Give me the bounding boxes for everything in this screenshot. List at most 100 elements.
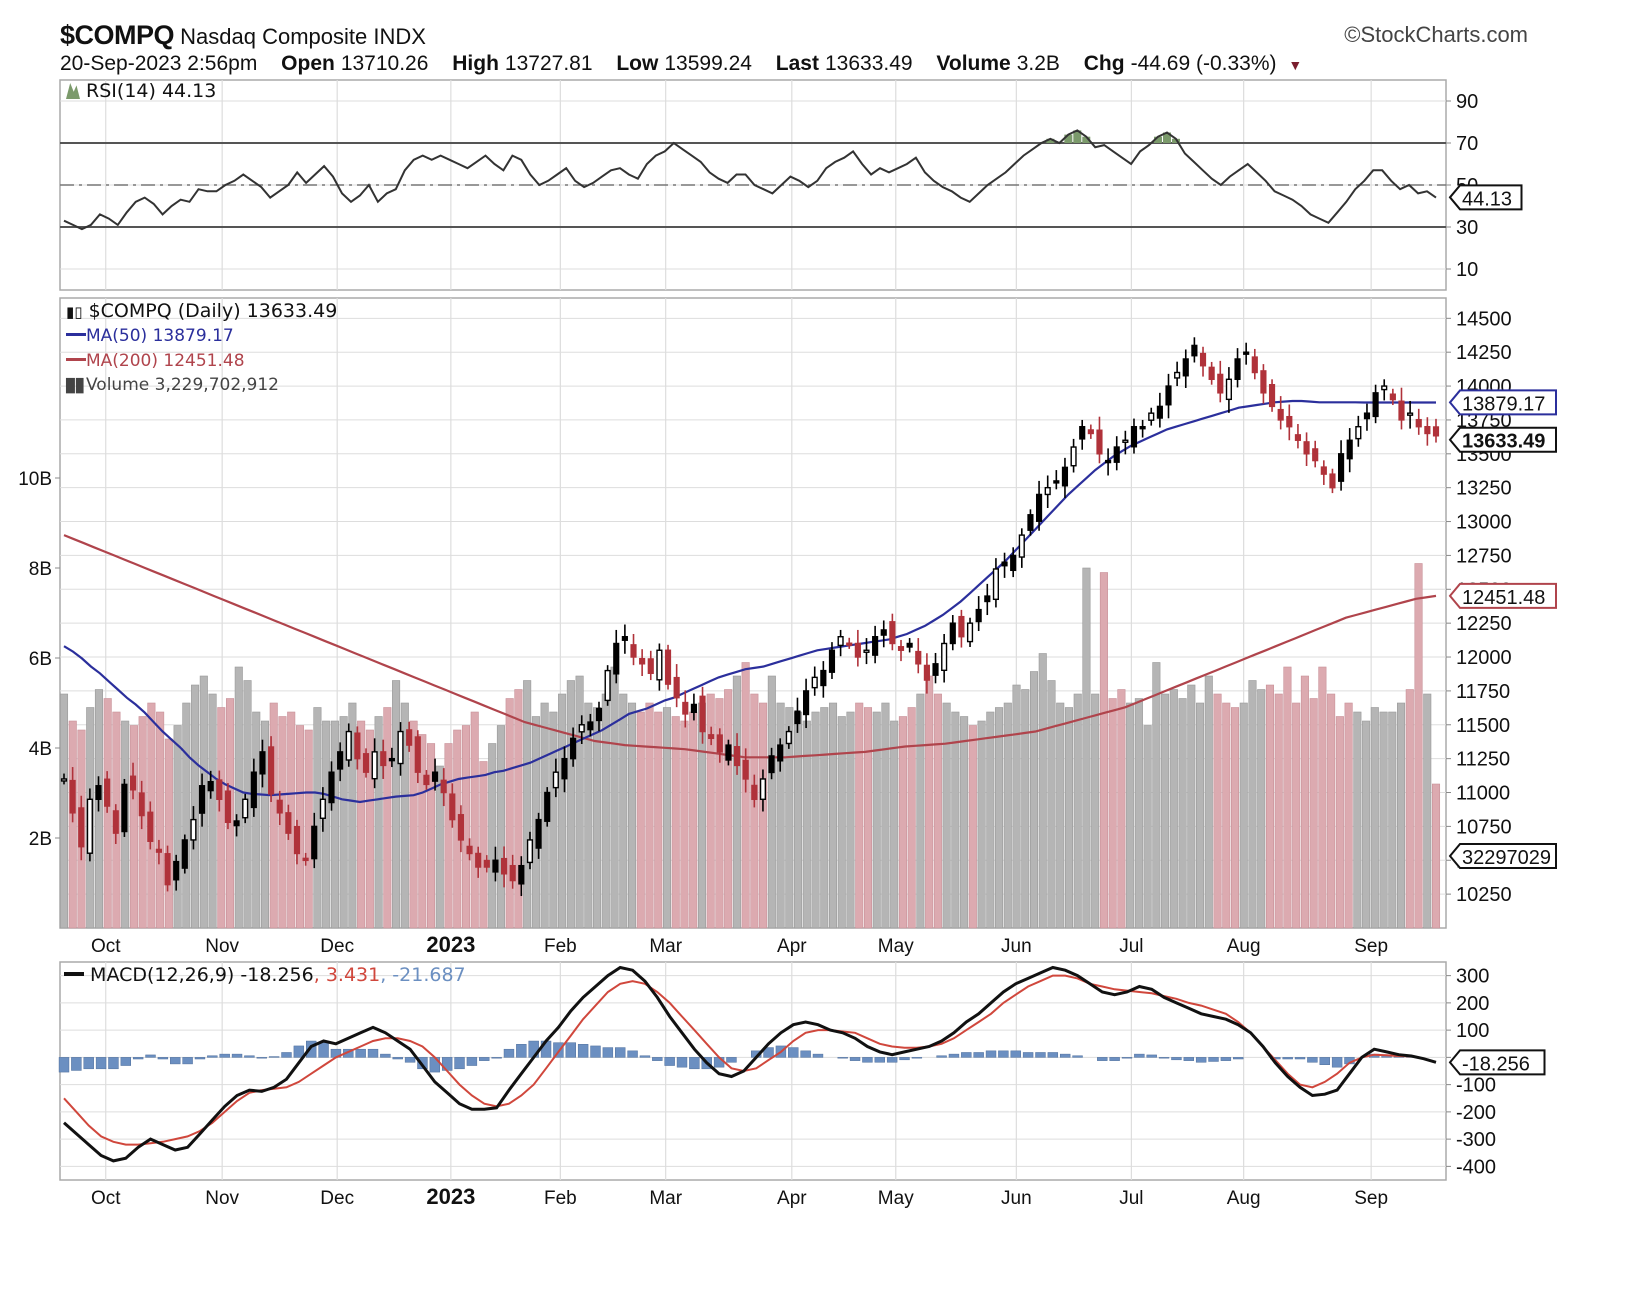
candle-body [1243,351,1250,355]
volume-bar [1431,783,1441,929]
candle-body [1199,352,1207,367]
volume-bar [1283,666,1292,929]
stockcharts-brand[interactable]: ©StockCharts.com [1344,22,1528,47]
candle-body [561,757,568,780]
candle-body [1389,393,1396,401]
volume-bar [1169,689,1178,929]
macd-histogram-bar [763,1047,774,1058]
macd-month-label: Apr [777,1188,807,1209]
volume-bar [1397,702,1406,929]
rsi-legend: RSI(14) 44.13 [66,80,216,102]
macd-histogram-bar [1158,1057,1170,1059]
macd-histogram-bar [886,1057,898,1063]
candle-body [863,649,870,653]
volume-bar [129,725,138,929]
rsi-tick-label: 70 [1456,133,1478,155]
volume-bar [182,702,191,929]
volume-bar [1152,662,1161,929]
macd-histogram-bar [1035,1052,1046,1058]
volume-bar [1423,693,1432,929]
candle-body [1070,446,1077,467]
ma200-line-icon [66,358,86,361]
macd-histogram-bar [170,1057,181,1065]
volume-bar [671,716,680,929]
macd-histogram-bar [627,1050,638,1058]
macd-value-label: -18.256 [1462,1053,1530,1075]
volume-axis-label: 10B [18,469,52,490]
ma50-line-icon [66,333,86,336]
volume-bar [496,725,505,929]
price-month-label: Feb [544,936,577,957]
candle-body [242,798,249,819]
candlestick-icon: ▮▯ [66,303,83,321]
candle-body [1424,426,1431,435]
volume-bar [1143,725,1152,929]
price-tick-label: 14250 [1456,342,1512,364]
candle-body [889,621,896,645]
price-month-label: Apr [777,936,807,957]
high-value: 13727.81 [504,52,593,75]
candle-body [483,859,490,868]
price-tick-label: 12250 [1456,613,1512,635]
volume-bar [890,720,899,929]
price-tick-label: 11500 [1456,715,1510,737]
candle-body [1156,405,1163,419]
volume-bar [357,720,366,929]
candle-body [872,636,879,656]
price-tick-label: 13750 [1456,410,1512,432]
candle-body [1415,418,1422,428]
volume-bar [645,702,654,929]
low-value: 13599.24 [664,52,752,75]
volume-bar [1029,671,1039,929]
price-month-label: Dec [320,936,354,957]
candle-body [682,701,689,715]
volume-bar [1213,693,1222,929]
price-tick-label: 12000 [1456,647,1512,669]
volume-bar [1388,711,1397,929]
rsi-value-tag [1448,184,1523,211]
candle-body [1139,426,1146,430]
rsi-overbought-fill [1073,130,1082,143]
volume-bar [1265,684,1274,929]
macd-line-icon [64,972,84,976]
candle-body [1096,429,1103,455]
volume-bar [1082,567,1091,929]
exchange: INDX [373,24,426,49]
candle-body [1268,384,1276,408]
volume-bar [662,707,672,929]
candle-body [147,811,154,842]
volume-bar [1187,684,1196,929]
volume-bar [234,666,243,929]
macd-histogram-bar [837,1057,848,1059]
macd-month-label: Jun [1001,1188,1032,1209]
candle-body [449,793,456,821]
volume-bar [846,711,855,929]
macd-histogram-bar [664,1057,675,1066]
candle-body [1234,358,1241,380]
macd-histogram-bar [1208,1057,1219,1062]
candle-body [276,799,283,814]
candle-body [733,746,741,767]
change-label: Chg [1083,52,1125,75]
candle-body [984,595,991,603]
volume-bar [575,675,584,929]
candle-body [716,734,723,753]
volume-bar [1300,675,1309,929]
macd-month-label: Feb [544,1188,577,1209]
volume-axis-label: 2B [29,829,52,850]
volume-bar [348,702,357,929]
macd-histogram-bar [207,1055,218,1058]
candle-body [820,669,827,687]
macd-histogram-bar [590,1045,601,1058]
candle-body [500,857,508,875]
volume-bar [1012,684,1021,929]
ma50-legend: MA(50) 13879.17 [66,326,234,346]
candle-body [1329,473,1336,489]
candle-body [1251,356,1258,374]
macd-histogram-bar [380,1053,391,1058]
macd-histogram-bar [615,1047,626,1058]
candle-body [742,759,749,780]
macd-histogram-bar [676,1057,688,1068]
rsi-overbought-fill [1064,134,1073,143]
